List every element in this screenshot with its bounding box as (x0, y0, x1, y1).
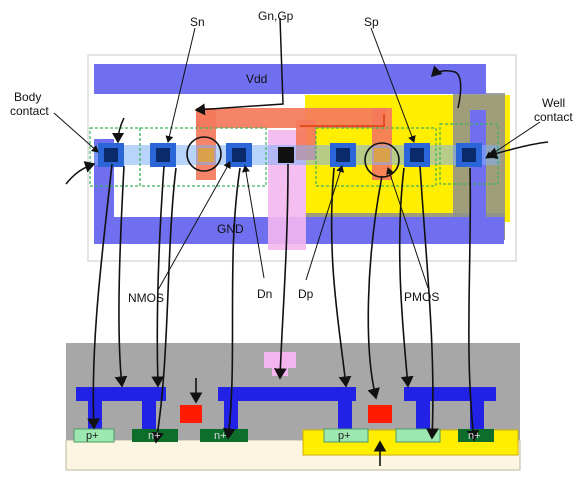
projection-arrows (87, 163, 480, 466)
xs-label-pplus-body: p+ (86, 430, 99, 442)
label-well-contact-line1: Well (542, 96, 566, 110)
label-gnd: GND (217, 222, 244, 236)
xs-label-nplus-drain: n+ (214, 430, 227, 442)
gate-pmos-cross (368, 405, 392, 423)
label-well-contact-line2: contact (534, 110, 573, 124)
contacts (98, 143, 482, 167)
nmos-gate-circle (186, 136, 222, 172)
xs-label-pplus-drain: p+ (338, 430, 351, 442)
label-body-contact-line1: Body (14, 90, 42, 104)
diff-pplus-drain (323, 428, 369, 443)
label-dn: Dn (257, 287, 273, 301)
label-dp: Dp (298, 287, 314, 301)
diff-pplus-source (395, 428, 441, 443)
label-pmos: PMOS (404, 290, 440, 304)
label-nmos: NMOS (128, 291, 164, 305)
xs-label-nplus-well: n+ (468, 430, 481, 442)
xs-label-nplus-source: n+ (148, 430, 161, 442)
label-vdd: Vdd (246, 72, 268, 86)
label-sn: Sn (190, 15, 205, 29)
label-gn-gp: Gn,Gp (258, 9, 294, 23)
label-sp: Sp (364, 15, 379, 29)
vdd-rail (94, 64, 486, 94)
label-body-contact-line2: contact (10, 104, 49, 118)
poly-gate-top (196, 108, 386, 128)
gate-nmos-cross (180, 405, 202, 423)
